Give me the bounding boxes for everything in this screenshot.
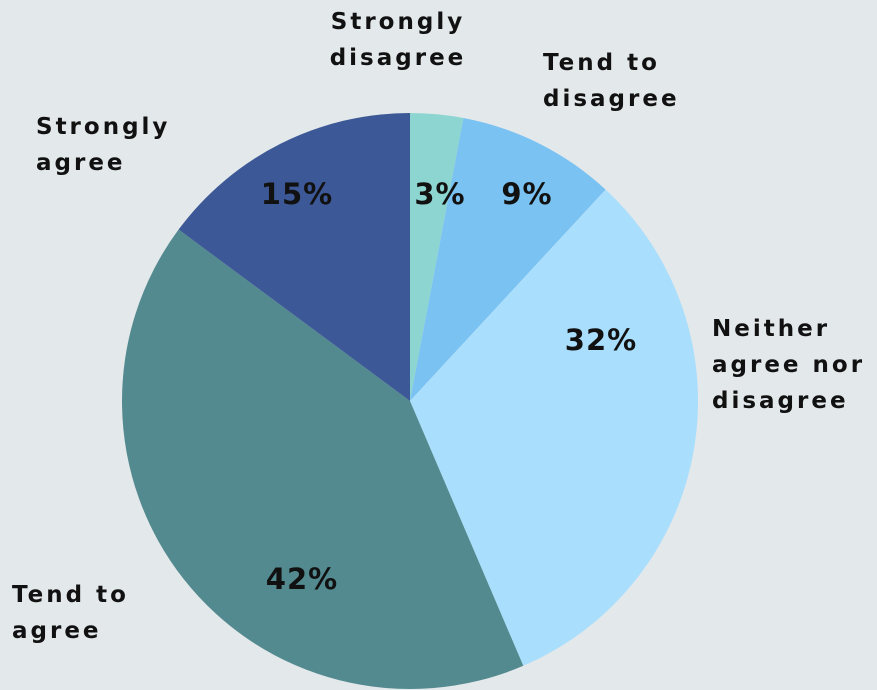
slice-category-label-3-line-1: agree: [12, 618, 102, 644]
slice-value-label-2: 32%: [565, 323, 637, 357]
pie-slice-3: [121, 229, 524, 689]
slice-category-label-2-line-2: disagree: [712, 388, 849, 414]
slice-category-label-2: Neither agree nor disagree: [712, 316, 865, 414]
slice-category-label-1: Tend to disagree: [543, 50, 680, 112]
slice-category-label-3: Tend to agree: [12, 582, 129, 644]
category-labels: Strongly disagree Tend to disagree Neither ag…: [12, 9, 865, 644]
pie-slice-0: [410, 113, 464, 401]
slice-value-label-4: 15%: [261, 177, 333, 211]
slice-category-label-0-line-0: Strongly: [331, 9, 465, 35]
slice-category-label-2-line-1: agree nor: [712, 352, 865, 378]
slice-value-label-0: 3%: [414, 177, 465, 211]
slice-category-label-0: Strongly disagree: [330, 9, 467, 71]
pie-slices: [121, 113, 699, 689]
slice-value-label-3: 42%: [266, 562, 338, 596]
pie-slice-1: [410, 118, 606, 401]
slice-category-label-4-line-1: agree: [36, 150, 126, 176]
slice-category-label-0-line-1: disagree: [330, 45, 467, 71]
slice-category-label-1-line-0: Tend to: [543, 50, 660, 76]
slice-value-label-1: 9%: [501, 177, 552, 211]
pie-slice-4: [178, 113, 410, 401]
pie-slice-2: [410, 189, 699, 666]
slice-category-label-3-line-0: Tend to: [12, 582, 129, 608]
percentage-labels: 3% 9% 32% 42% 15%: [261, 177, 637, 596]
slice-category-label-4: Strongly agree: [36, 114, 170, 176]
slice-category-label-2-line-0: Neither: [712, 316, 830, 342]
slice-category-label-1-line-1: disagree: [543, 86, 680, 112]
slice-category-label-4-line-0: Strongly: [36, 114, 170, 140]
